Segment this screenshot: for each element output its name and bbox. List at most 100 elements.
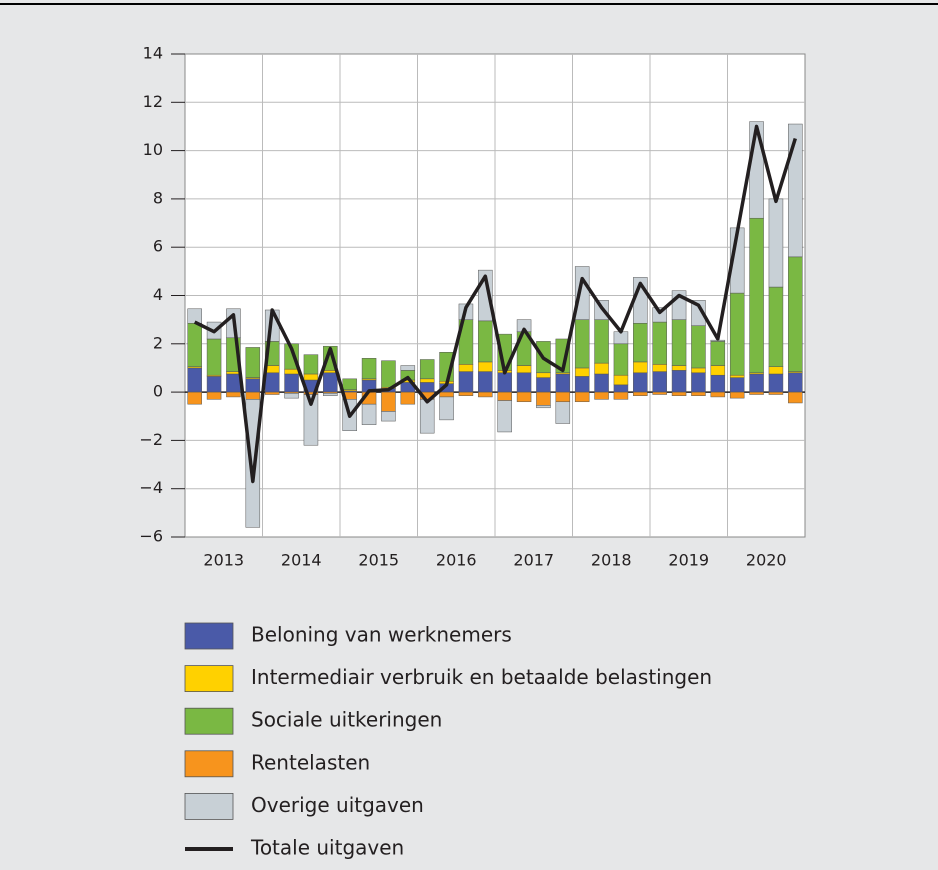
- legend-swatch: [184, 707, 234, 735]
- bar-segment: [788, 123, 803, 258]
- x-group-label: 2016: [436, 551, 477, 570]
- bar-segment: [439, 396, 454, 421]
- bar-segment: [245, 378, 261, 393]
- bar-segment: [303, 354, 319, 375]
- legend-swatch: [184, 622, 234, 650]
- bar-segment: [381, 360, 396, 388]
- total-line: [193, 124, 797, 484]
- bar-segment: [691, 372, 706, 393]
- bar-segment: [710, 374, 726, 393]
- bar-segment: [691, 325, 706, 369]
- bar-segment: [594, 373, 609, 393]
- bar-segment: [226, 373, 241, 393]
- bar-segment: [574, 376, 590, 393]
- bar-segment: [478, 361, 493, 372]
- legend-label: Overige uitgaven: [251, 793, 424, 817]
- bar-segment: [478, 371, 493, 393]
- bar-segment: [419, 382, 435, 393]
- bar-segment: [729, 292, 745, 376]
- bar-segment: [400, 365, 416, 371]
- legend-label: Rentelasten: [251, 750, 370, 774]
- bar-segment: [245, 347, 261, 378]
- bar-segment: [206, 376, 222, 393]
- bar-segment: [749, 391, 764, 395]
- x-group-label: 2019: [668, 551, 709, 570]
- bar-segment: [574, 266, 590, 320]
- bar-segment: [749, 373, 764, 393]
- bar-segment: [594, 362, 609, 375]
- bar-segment: [652, 391, 667, 395]
- bar-segment: [555, 373, 571, 393]
- y-tick-label: 12: [143, 92, 163, 111]
- bar-segment: [245, 391, 261, 400]
- legend-swatch: [184, 793, 234, 820]
- y-tick-label: 0: [153, 382, 163, 401]
- bar-segment: [458, 371, 474, 393]
- bar-segment: [574, 367, 590, 377]
- bar-segment: [633, 323, 648, 363]
- bar-segment: [613, 391, 629, 400]
- y-tick-label: 6: [153, 237, 163, 256]
- bar-segment: [574, 391, 590, 403]
- bar-segment: [303, 394, 319, 446]
- x-group-label: 2020: [746, 551, 787, 570]
- y-tick-label: −2: [139, 430, 163, 449]
- bar-segment: [381, 411, 396, 422]
- bar-segment: [206, 338, 222, 376]
- bar-segment: [594, 319, 609, 364]
- x-group-label: 2018: [591, 551, 632, 570]
- bar-segment: [594, 391, 609, 400]
- bar-segment: [652, 321, 667, 365]
- bar-segment: [536, 405, 551, 409]
- bar-segment: [284, 373, 299, 393]
- bar-segment: [555, 401, 571, 424]
- legend-label: Totale uitgaven: [250, 836, 404, 860]
- bar-segment: [187, 367, 202, 393]
- bar-segment: [419, 359, 435, 380]
- bar-segment: [478, 320, 493, 363]
- bar-segment: [613, 331, 629, 345]
- bar-segment: [671, 319, 687, 366]
- y-tick-label: 10: [143, 140, 163, 159]
- bar-segment: [419, 378, 435, 383]
- legend-swatch: [184, 665, 234, 692]
- bar-segment: [768, 373, 784, 393]
- bar-segment: [226, 391, 241, 398]
- bar-segment: [633, 372, 648, 393]
- bar-segment: [671, 370, 687, 393]
- bar-segment: [633, 391, 648, 396]
- bar-segment: [536, 372, 551, 378]
- bar-segment: [574, 319, 590, 369]
- bar-segment: [691, 300, 706, 326]
- y-tick-label: 4: [153, 285, 163, 304]
- y-tick-label: 8: [153, 188, 163, 207]
- bar-segment: [478, 391, 493, 398]
- bar-segment: [303, 373, 319, 381]
- bar-segment: [497, 400, 512, 433]
- y-tick-label: −4: [139, 478, 163, 497]
- bar-segment: [458, 364, 474, 372]
- bar-segment: [284, 368, 299, 375]
- bar-segment: [691, 367, 706, 374]
- legend-label: Sociale uitkeringen: [251, 708, 442, 732]
- bar-segment: [361, 358, 377, 380]
- bar-segment: [613, 384, 629, 393]
- bar-segment: [458, 391, 474, 396]
- bar-segment: [516, 391, 532, 403]
- legend-swatch: [184, 750, 234, 778]
- x-group-label: 2017: [513, 551, 554, 570]
- bar-segment: [633, 361, 648, 374]
- bar-segment: [691, 391, 706, 396]
- bar-segment: [419, 399, 435, 434]
- bar-segment: [729, 374, 745, 378]
- bar-segment: [536, 377, 551, 393]
- bar-segment: [768, 286, 784, 367]
- bar-segment: [710, 341, 726, 366]
- y-tick-label: −6: [139, 527, 163, 546]
- legend-label: Intermediair verbruik en betaalde belast…: [251, 665, 712, 689]
- bar-segment: [323, 372, 338, 393]
- x-group-label: 2013: [203, 551, 244, 570]
- bar-segment: [710, 365, 726, 376]
- bar-segment: [729, 391, 745, 399]
- bar-segment: [768, 366, 784, 375]
